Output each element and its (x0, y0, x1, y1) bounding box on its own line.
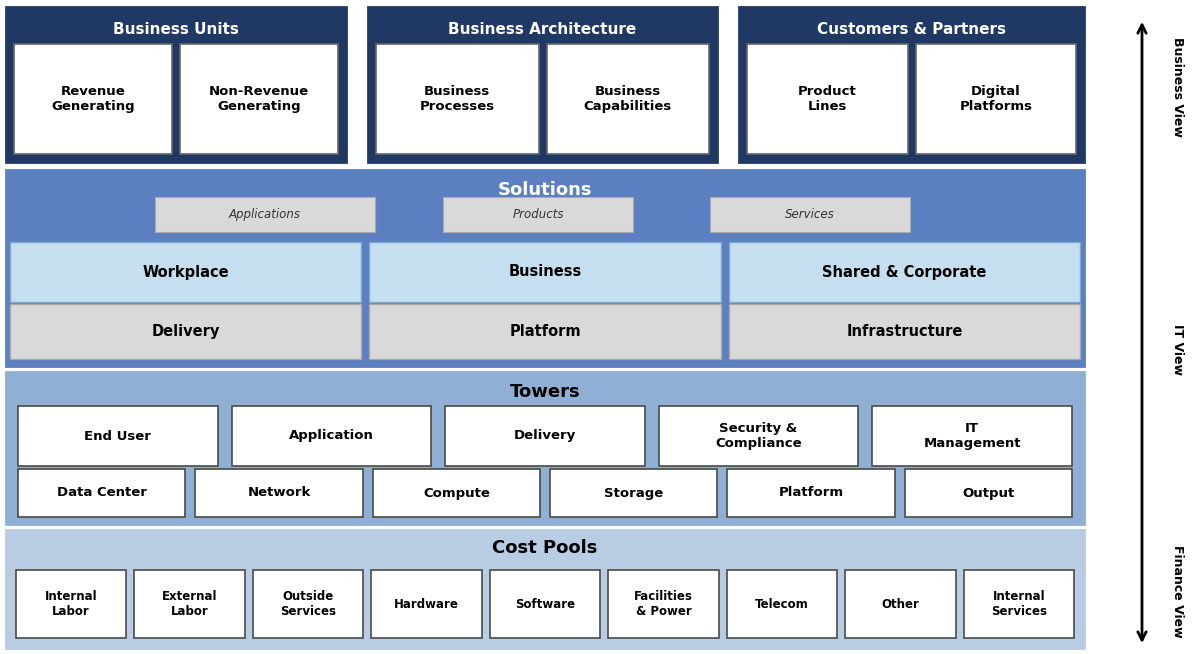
Text: Applications: Applications (229, 207, 301, 220)
FancyBboxPatch shape (370, 242, 721, 302)
Text: Finance View: Finance View (1171, 545, 1184, 637)
Text: Application: Application (289, 430, 374, 443)
FancyBboxPatch shape (916, 44, 1076, 154)
Text: Solutions: Solutions (498, 181, 593, 199)
Text: Towers: Towers (510, 383, 581, 401)
Text: IT View: IT View (1171, 324, 1184, 375)
Text: Network: Network (247, 487, 311, 500)
FancyBboxPatch shape (445, 406, 644, 466)
FancyBboxPatch shape (748, 44, 907, 154)
FancyBboxPatch shape (6, 372, 1084, 524)
FancyBboxPatch shape (232, 406, 431, 466)
FancyBboxPatch shape (739, 7, 1084, 162)
Text: Hardware: Hardware (394, 598, 458, 610)
Text: Products: Products (512, 207, 564, 220)
FancyBboxPatch shape (845, 570, 955, 638)
FancyBboxPatch shape (6, 170, 1084, 366)
FancyBboxPatch shape (728, 242, 1080, 302)
FancyBboxPatch shape (6, 7, 346, 162)
FancyBboxPatch shape (10, 304, 361, 359)
FancyBboxPatch shape (370, 304, 721, 359)
FancyBboxPatch shape (710, 197, 910, 232)
Text: Internal
Labor: Internal Labor (44, 590, 97, 618)
Text: Business: Business (509, 264, 582, 279)
Text: Business Architecture: Business Architecture (449, 22, 637, 37)
FancyBboxPatch shape (196, 469, 362, 517)
Text: Non-Revenue
Generating: Non-Revenue Generating (209, 85, 308, 113)
Text: Business
Capabilities: Business Capabilities (583, 85, 672, 113)
Text: Security &
Compliance: Security & Compliance (715, 422, 802, 450)
Text: Outside
Services: Outside Services (280, 590, 336, 618)
Text: IT
Management: IT Management (924, 422, 1021, 450)
FancyBboxPatch shape (728, 304, 1080, 359)
Text: Services: Services (785, 207, 835, 220)
FancyBboxPatch shape (727, 570, 838, 638)
FancyBboxPatch shape (964, 570, 1074, 638)
FancyBboxPatch shape (134, 570, 245, 638)
FancyBboxPatch shape (18, 469, 185, 517)
FancyBboxPatch shape (155, 197, 374, 232)
FancyBboxPatch shape (727, 469, 895, 517)
Text: Platform: Platform (509, 324, 581, 339)
Text: Delivery: Delivery (514, 430, 576, 443)
Text: Cost Pools: Cost Pools (492, 539, 598, 557)
Text: Storage: Storage (604, 487, 664, 500)
FancyBboxPatch shape (659, 406, 858, 466)
Text: Data Center: Data Center (56, 487, 146, 500)
FancyBboxPatch shape (490, 570, 600, 638)
FancyBboxPatch shape (253, 570, 364, 638)
Text: Telecom: Telecom (755, 598, 809, 610)
FancyBboxPatch shape (14, 44, 172, 154)
FancyBboxPatch shape (10, 242, 361, 302)
FancyBboxPatch shape (608, 570, 719, 638)
Text: Business
Processes: Business Processes (420, 85, 494, 113)
Text: Customers & Partners: Customers & Partners (817, 22, 1006, 37)
Text: Facilities
& Power: Facilities & Power (634, 590, 692, 618)
FancyBboxPatch shape (371, 570, 481, 638)
Text: Digital
Platforms: Digital Platforms (959, 85, 1032, 113)
Text: Infrastructure: Infrastructure (846, 324, 962, 339)
FancyBboxPatch shape (905, 469, 1072, 517)
FancyBboxPatch shape (367, 7, 718, 162)
FancyBboxPatch shape (443, 197, 634, 232)
FancyBboxPatch shape (373, 469, 540, 517)
Text: Workplace: Workplace (143, 264, 229, 279)
Text: Product
Lines: Product Lines (798, 85, 857, 113)
FancyBboxPatch shape (16, 570, 126, 638)
Text: Software: Software (515, 598, 575, 610)
Text: Shared & Corporate: Shared & Corporate (822, 264, 986, 279)
Text: Other: Other (881, 598, 919, 610)
Text: Compute: Compute (422, 487, 490, 500)
FancyBboxPatch shape (376, 44, 539, 154)
Text: Delivery: Delivery (151, 324, 220, 339)
Text: Business View: Business View (1171, 37, 1184, 137)
Text: External
Labor: External Labor (162, 590, 217, 618)
FancyBboxPatch shape (546, 44, 709, 154)
Text: Business Units: Business Units (113, 22, 239, 37)
Text: Revenue
Generating: Revenue Generating (52, 85, 134, 113)
Text: Output: Output (962, 487, 1014, 500)
FancyBboxPatch shape (550, 469, 718, 517)
FancyBboxPatch shape (6, 530, 1084, 648)
Text: Platform: Platform (779, 487, 844, 500)
FancyBboxPatch shape (872, 406, 1072, 466)
Text: End User: End User (84, 430, 151, 443)
Text: Internal
Services: Internal Services (991, 590, 1046, 618)
FancyBboxPatch shape (18, 406, 217, 466)
FancyBboxPatch shape (180, 44, 337, 154)
